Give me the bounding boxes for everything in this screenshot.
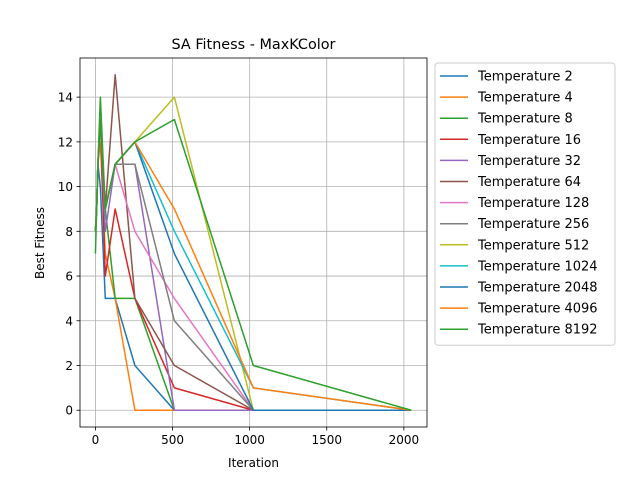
- legend: Temperature 2 Temperature 4 Temperature 8 T…: [434, 62, 616, 346]
- y-tick-label: 2: [65, 359, 73, 373]
- x-axis-label: Iteration: [228, 456, 279, 470]
- y-tick-label: 8: [65, 225, 73, 239]
- x-tick-label: 1000: [234, 433, 265, 447]
- y-tick-label: 4: [65, 314, 73, 328]
- legend-label: Temperature 4: [477, 91, 573, 106]
- legend-label: Temperature 8: [477, 112, 573, 127]
- y-tick-label: 14: [58, 91, 73, 105]
- legend-label: Temperature 1024: [477, 259, 598, 274]
- chart-title: SA Fitness - MaxKColor: [172, 37, 336, 53]
- legend-label: Temperature 32: [477, 154, 581, 169]
- x-tick-label: 1500: [311, 433, 342, 447]
- legend-label: Temperature 2048: [477, 281, 598, 296]
- legend-label: Temperature 512: [477, 238, 589, 253]
- plot-area: 0 500 1000 1500 2000 0 2 4 6 8 10 12 14: [58, 57, 428, 447]
- legend-label: Temperature 128: [477, 196, 589, 211]
- y-tick-label: 12: [58, 135, 73, 149]
- legend-label: Temperature 2: [477, 70, 573, 85]
- legend-label: Temperature 16: [477, 133, 581, 148]
- legend-label: Temperature 64: [477, 175, 581, 190]
- legend-box: [434, 62, 616, 346]
- axes-frame: [79, 57, 428, 428]
- legend-label: Temperature 4096: [477, 302, 598, 317]
- y-tick-label: 0: [65, 404, 73, 418]
- legend-label: Temperature 8192: [477, 323, 598, 338]
- x-tick-label: 500: [161, 433, 184, 447]
- x-tick-label: 2000: [389, 433, 420, 447]
- x-tick-label: 0: [92, 433, 100, 447]
- legend-label: Temperature 256: [477, 217, 589, 232]
- y-axis-label: Best Fitness: [33, 207, 47, 279]
- series-line: [94, 118, 412, 411]
- y-tick-label: 6: [65, 270, 73, 284]
- y-tick-label: 10: [58, 180, 73, 194]
